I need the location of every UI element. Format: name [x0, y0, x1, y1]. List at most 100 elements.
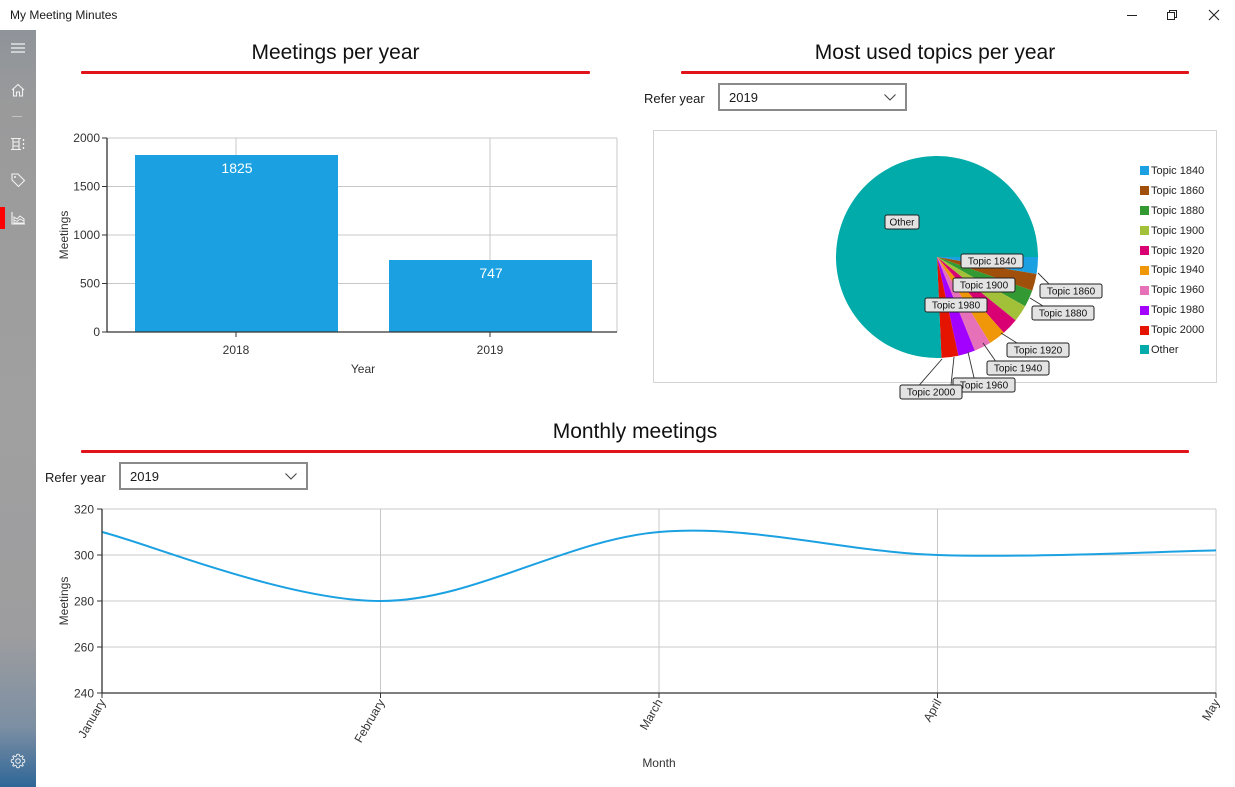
- svg-text:260: 260: [74, 641, 94, 655]
- svg-text:300: 300: [74, 549, 94, 563]
- x-tick-january: January: [75, 697, 108, 741]
- pie-label: Topic 1940: [994, 364, 1043, 375]
- minimize-icon: [1127, 15, 1137, 16]
- legend-item: Topic 1960: [1140, 280, 1204, 300]
- meetings-list-icon: [11, 137, 25, 151]
- legend-item: Topic 1860: [1140, 181, 1204, 201]
- legend-swatch: [1140, 226, 1149, 236]
- pie-label: Topic 2000: [907, 388, 956, 399]
- title-bar: My Meeting Minutes: [0, 0, 1235, 30]
- x-tick-may: May: [1199, 697, 1222, 724]
- legend-swatch: [1140, 166, 1149, 176]
- svg-text:240: 240: [74, 687, 94, 701]
- pie-slice-topic-1920[interactable]: [937, 257, 1016, 333]
- pie-label: Topic 1840: [968, 257, 1017, 268]
- legend-item: Topic 1940: [1140, 260, 1204, 280]
- topics-refer-year-value: 2019: [729, 90, 758, 105]
- bar-label-2018: 1825: [221, 160, 252, 176]
- legend-item: Topic 1980: [1140, 300, 1204, 320]
- legend-label: Topic 1940: [1151, 264, 1205, 277]
- title-underline: [81, 71, 590, 74]
- gridlines: [102, 508, 1217, 693]
- pie-label: Topic 1860: [1047, 287, 1096, 298]
- meetings-per-year-chart: 1825 747 2000 1500 1000 500 0 2018 2019 …: [57, 131, 618, 376]
- legend-label: Topic 1920: [1151, 244, 1205, 257]
- minimize-button[interactable]: [1110, 0, 1154, 30]
- x-tick-april: April: [920, 697, 944, 725]
- legend-swatch: [1140, 206, 1149, 216]
- tag-icon: [11, 173, 26, 188]
- pie-label: Topic 1920: [1014, 346, 1063, 357]
- svg-text:320: 320: [74, 503, 94, 517]
- svg-text:500: 500: [80, 277, 100, 291]
- x-tick-2018: 2018: [223, 343, 250, 357]
- legend-label: Other: [1151, 343, 1179, 356]
- pie-slice-other[interactable]: [836, 156, 1038, 358]
- chevron-down-icon: [285, 473, 297, 480]
- monthly-refer-year-label: Refer year: [45, 470, 106, 485]
- legend-item: Topic 1920: [1140, 241, 1204, 261]
- bar-label-2019: 747: [479, 265, 503, 281]
- x-axis-label: Year: [351, 362, 375, 376]
- meetings-per-year-title: Meetings per year: [251, 41, 420, 64]
- pie-chart-panel: [653, 130, 1217, 383]
- bar-2019[interactable]: [389, 260, 592, 332]
- svg-text:1000: 1000: [73, 228, 100, 242]
- sidebar-item-home[interactable]: [0, 72, 36, 108]
- x-tick-february: February: [351, 697, 387, 746]
- topics-pie-chart: Topic 1840 Topic 1860 Topic 1880 Topic 1900…: [836, 156, 1103, 400]
- legend-swatch: [1140, 246, 1149, 255]
- app-title: My Meeting Minutes: [10, 8, 118, 22]
- y-ticks: 320 300 280 260 240: [74, 503, 102, 701]
- menu-button[interactable]: [0, 30, 36, 66]
- legend-label: Topic 1900: [1151, 224, 1205, 237]
- sidebar-item-statistics[interactable]: [0, 200, 36, 236]
- svg-text:0: 0: [93, 325, 100, 339]
- sidebar-item-topics[interactable]: [0, 162, 36, 198]
- monthly-refer-year-dropdown[interactable]: 2019: [119, 462, 308, 490]
- y-axis-label: Meetings: [57, 577, 71, 626]
- pie-label: Topic 1900: [960, 281, 1009, 292]
- monthly-line-series[interactable]: [101, 529, 1217, 603]
- legend-label: Topic 1860: [1151, 184, 1205, 197]
- nav-divider: [12, 116, 22, 117]
- svg-text:2000: 2000: [73, 131, 100, 145]
- legend-item: Topic 1880: [1140, 201, 1204, 221]
- topics-refer-year-label: Refer year: [644, 91, 705, 106]
- pie-label: Topic 1880: [1039, 309, 1088, 320]
- selected-indicator: [0, 207, 5, 229]
- y-ticks: 2000 1500 1000 500 0: [73, 131, 107, 339]
- home-icon: [11, 83, 25, 97]
- bar-2018[interactable]: [135, 155, 338, 332]
- sidebar-item-settings[interactable]: [0, 743, 36, 779]
- legend-swatch: [1140, 186, 1149, 196]
- legend-label: Topic 2000: [1151, 324, 1205, 337]
- monthly-refer-year-value: 2019: [130, 469, 159, 484]
- legend-swatch: [1140, 325, 1149, 335]
- y-axis-label: Meetings: [57, 211, 71, 260]
- hamburger-icon: [11, 43, 25, 53]
- svg-text:1500: 1500: [73, 180, 100, 194]
- monthly-meetings-title: Monthly meetings: [552, 420, 718, 443]
- pie-legend: Topic 1840 Topic 1860 Topic 1880 Topic 1900…: [1140, 161, 1204, 360]
- legend-item: Topic 1900: [1140, 221, 1204, 241]
- topics-refer-year-dropdown[interactable]: 2019: [718, 83, 907, 111]
- sidebar-item-meetings[interactable]: [0, 126, 36, 162]
- close-icon: [1208, 9, 1220, 21]
- x-tick-2019: 2019: [477, 343, 504, 357]
- restore-button[interactable]: [1150, 0, 1194, 30]
- chart-icon: [11, 212, 25, 225]
- pie-label: Topic 1980: [932, 301, 981, 312]
- chevron-down-icon: [884, 94, 896, 101]
- legend-swatch: [1140, 265, 1149, 275]
- x-ticks: January February March April May: [75, 693, 1223, 746]
- legend-swatch: [1140, 285, 1149, 295]
- legend-label: Topic 1980: [1151, 304, 1205, 317]
- close-button[interactable]: [1192, 0, 1235, 30]
- pie-label: Other: [889, 218, 915, 229]
- title-underline: [81, 450, 1189, 453]
- legend-item: Topic 2000: [1140, 320, 1204, 340]
- restore-icon: [1167, 10, 1177, 20]
- legend-item: Other: [1140, 340, 1204, 360]
- legend-label: Topic 1880: [1151, 204, 1205, 217]
